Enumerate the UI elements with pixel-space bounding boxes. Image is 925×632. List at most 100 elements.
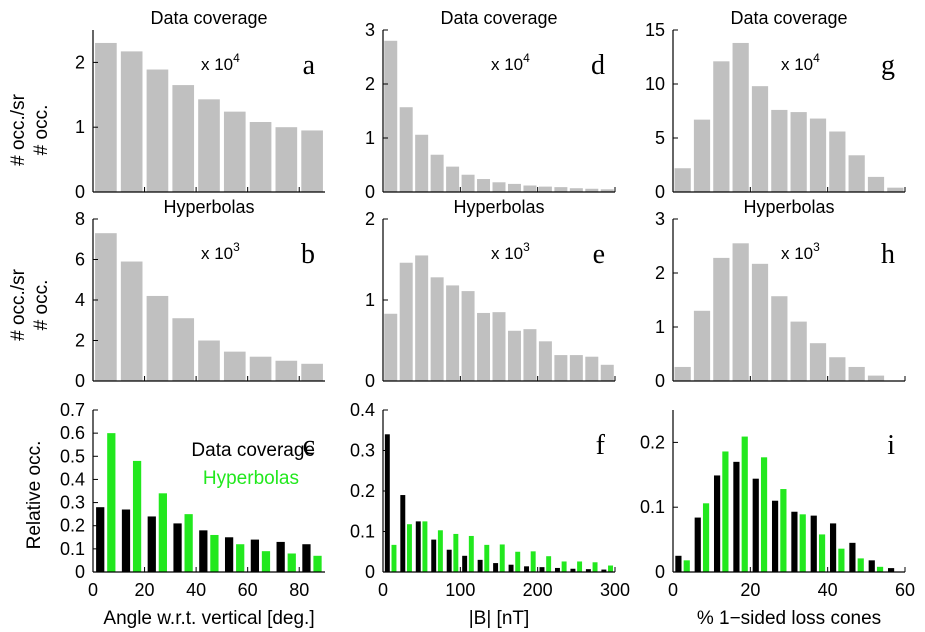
xtick-label-i-3: 60 (895, 580, 915, 600)
bar-f-hyperbolas-1 (406, 524, 412, 572)
panel-b: 0 2 4 6 8 Hyperbolas x 103 b (75, 197, 325, 391)
bar-h-4 (751, 263, 769, 381)
bar-g-5 (771, 109, 788, 192)
ytick-label-h-2: 2 (655, 263, 665, 283)
bar-h-10 (867, 375, 885, 381)
bar-e-1 (399, 262, 413, 381)
multiplier-base-d: x 10 (491, 55, 523, 74)
bar-g-0 (674, 168, 691, 192)
bar-f-hyperbolas-7 (499, 544, 505, 572)
ytick-label-c-7: 0.7 (60, 400, 85, 420)
ytick-label-c-6: 0.6 (60, 423, 85, 443)
bar-g-7 (809, 118, 827, 192)
xtick-label-c-0: 0 (88, 580, 98, 600)
xtick-label-c-1: 20 (135, 580, 155, 600)
xtick-label-c-2: 40 (186, 580, 206, 600)
bar-e-7 (492, 312, 506, 381)
bar-a-3 (172, 85, 195, 192)
bar-f-data-coverage-10 (539, 567, 545, 572)
multiplier-base-e: x 10 (491, 244, 523, 263)
bar-f-data-coverage-7 (493, 563, 499, 572)
bar-c-hyperbolas-7 (287, 553, 296, 572)
bar-i-hyperbolas-9 (857, 558, 864, 572)
bar-e-12 (569, 355, 583, 381)
bar-b-0 (95, 233, 117, 381)
bar-e-11 (554, 355, 568, 381)
legend-data-coverage: Data coverage (191, 440, 315, 461)
xtick-label-f-1: 100 (445, 580, 475, 600)
bar-e-6 (477, 312, 491, 381)
bar-i-hyperbolas-0 (683, 560, 690, 572)
bar-f-hyperbolas-8 (515, 551, 521, 572)
xtick-label-f-2: 200 (523, 580, 553, 600)
bar-i-data-coverage-8 (829, 523, 837, 572)
bar-i-data-coverage-7 (810, 515, 817, 572)
ytick-label-b-3: 6 (75, 250, 85, 270)
multiplier-base-h: x 10 (781, 244, 813, 263)
ytick-label-g-1: 5 (655, 128, 665, 148)
ytick-label-f-4: 0.4 (350, 400, 375, 420)
panel-title-a: Data coverage (150, 8, 267, 28)
ylabel-top-line2: # occ. (31, 105, 52, 156)
panel-letter-h: h (881, 239, 895, 270)
bar-i-data-coverage-6 (791, 511, 798, 572)
xtick-label-c-4: 80 (289, 580, 309, 600)
multiplier-exp-h: 3 (813, 240, 820, 254)
bar-i-data-coverage-2 (713, 475, 721, 572)
bar-f-hyperbolas-13 (592, 562, 598, 572)
ytick-label-f-0: 0 (365, 562, 375, 582)
multiplier-exp-d: 4 (523, 51, 530, 65)
panel-title-e: Hyperbolas (453, 197, 544, 217)
panel-c: 0 0.1 0.2 0.3 0.4 0.5 0.6 0.7 0 20 40 60 80 c Angle w.… (60, 400, 325, 629)
ytick-label-i-2: 0.2 (640, 432, 665, 452)
panel-d: 0 1 2 3 Data coverage x 104 d (365, 8, 616, 202)
bar-g-11 (887, 187, 904, 192)
bar-d-0 (384, 40, 398, 192)
bar-b-7 (275, 360, 298, 381)
bar-f-data-coverage-0 (384, 434, 390, 572)
bar-f-data-coverage-9 (524, 566, 530, 572)
bar-c-data-coverage-7 (276, 541, 285, 572)
bar-d-10 (538, 186, 552, 192)
panel-letter-d: d (591, 50, 605, 81)
bar-c-data-coverage-0 (96, 507, 105, 572)
bar-i-data-coverage-0 (675, 555, 682, 572)
multiplier-exp-a: 4 (233, 51, 240, 65)
ytick-label-d-0: 0 (365, 182, 375, 202)
bar-f-hyperbolas-10 (546, 556, 552, 572)
ytick-label-d-3: 3 (365, 20, 375, 40)
ytick-label-e-1: 1 (365, 290, 375, 310)
bar-i-hyperbolas-8 (838, 548, 845, 572)
xlabel-c: Angle w.r.t. vertical [deg.] (103, 608, 314, 629)
bar-g-1 (693, 119, 711, 192)
bar-i-hyperbolas-10 (876, 566, 884, 572)
bar-i-data-coverage-9 (849, 542, 856, 572)
bar-i-hyperbolas-7 (818, 534, 826, 572)
bar-i-data-coverage-3 (733, 461, 740, 572)
bar-c-data-coverage-2 (147, 516, 156, 572)
bar-b-3 (172, 318, 195, 381)
ytick-label-a-2: 2 (75, 52, 85, 72)
bar-b-8 (301, 363, 323, 381)
bar-f-data-coverage-11 (554, 567, 560, 572)
panel-title-h: Hyperbolas (743, 197, 834, 217)
bar-c-hyperbolas-2 (158, 493, 167, 572)
xtick-label-c-3: 60 (238, 580, 258, 600)
ytick-label-h-0: 0 (655, 371, 665, 391)
bar-e-8 (507, 330, 521, 381)
panel-letter-g: g (881, 50, 895, 81)
bar-c-hyperbolas-0 (107, 433, 116, 572)
xtick-label-i-2: 40 (818, 580, 838, 600)
bar-f-data-coverage-12 (570, 568, 576, 572)
bar-h-6 (790, 321, 807, 381)
xtick-label-i-0: 0 (668, 580, 678, 600)
bar-a-1 (120, 51, 143, 192)
bar-i-data-coverage-1 (694, 517, 701, 572)
ytick-label-c-0: 0 (75, 562, 85, 582)
multiplier-e: x 103 (491, 240, 530, 263)
ytick-label-d-2: 2 (365, 74, 375, 94)
bar-f-data-coverage-2 (415, 521, 421, 572)
ytick-label-c-1: 0.1 (60, 539, 85, 559)
ylabel-top-line1: # occ./sr (8, 93, 29, 165)
panel-f: 0 0.1 0.2 0.3 0.4 0 100 200 300 f |B| [nT] (350, 400, 630, 629)
